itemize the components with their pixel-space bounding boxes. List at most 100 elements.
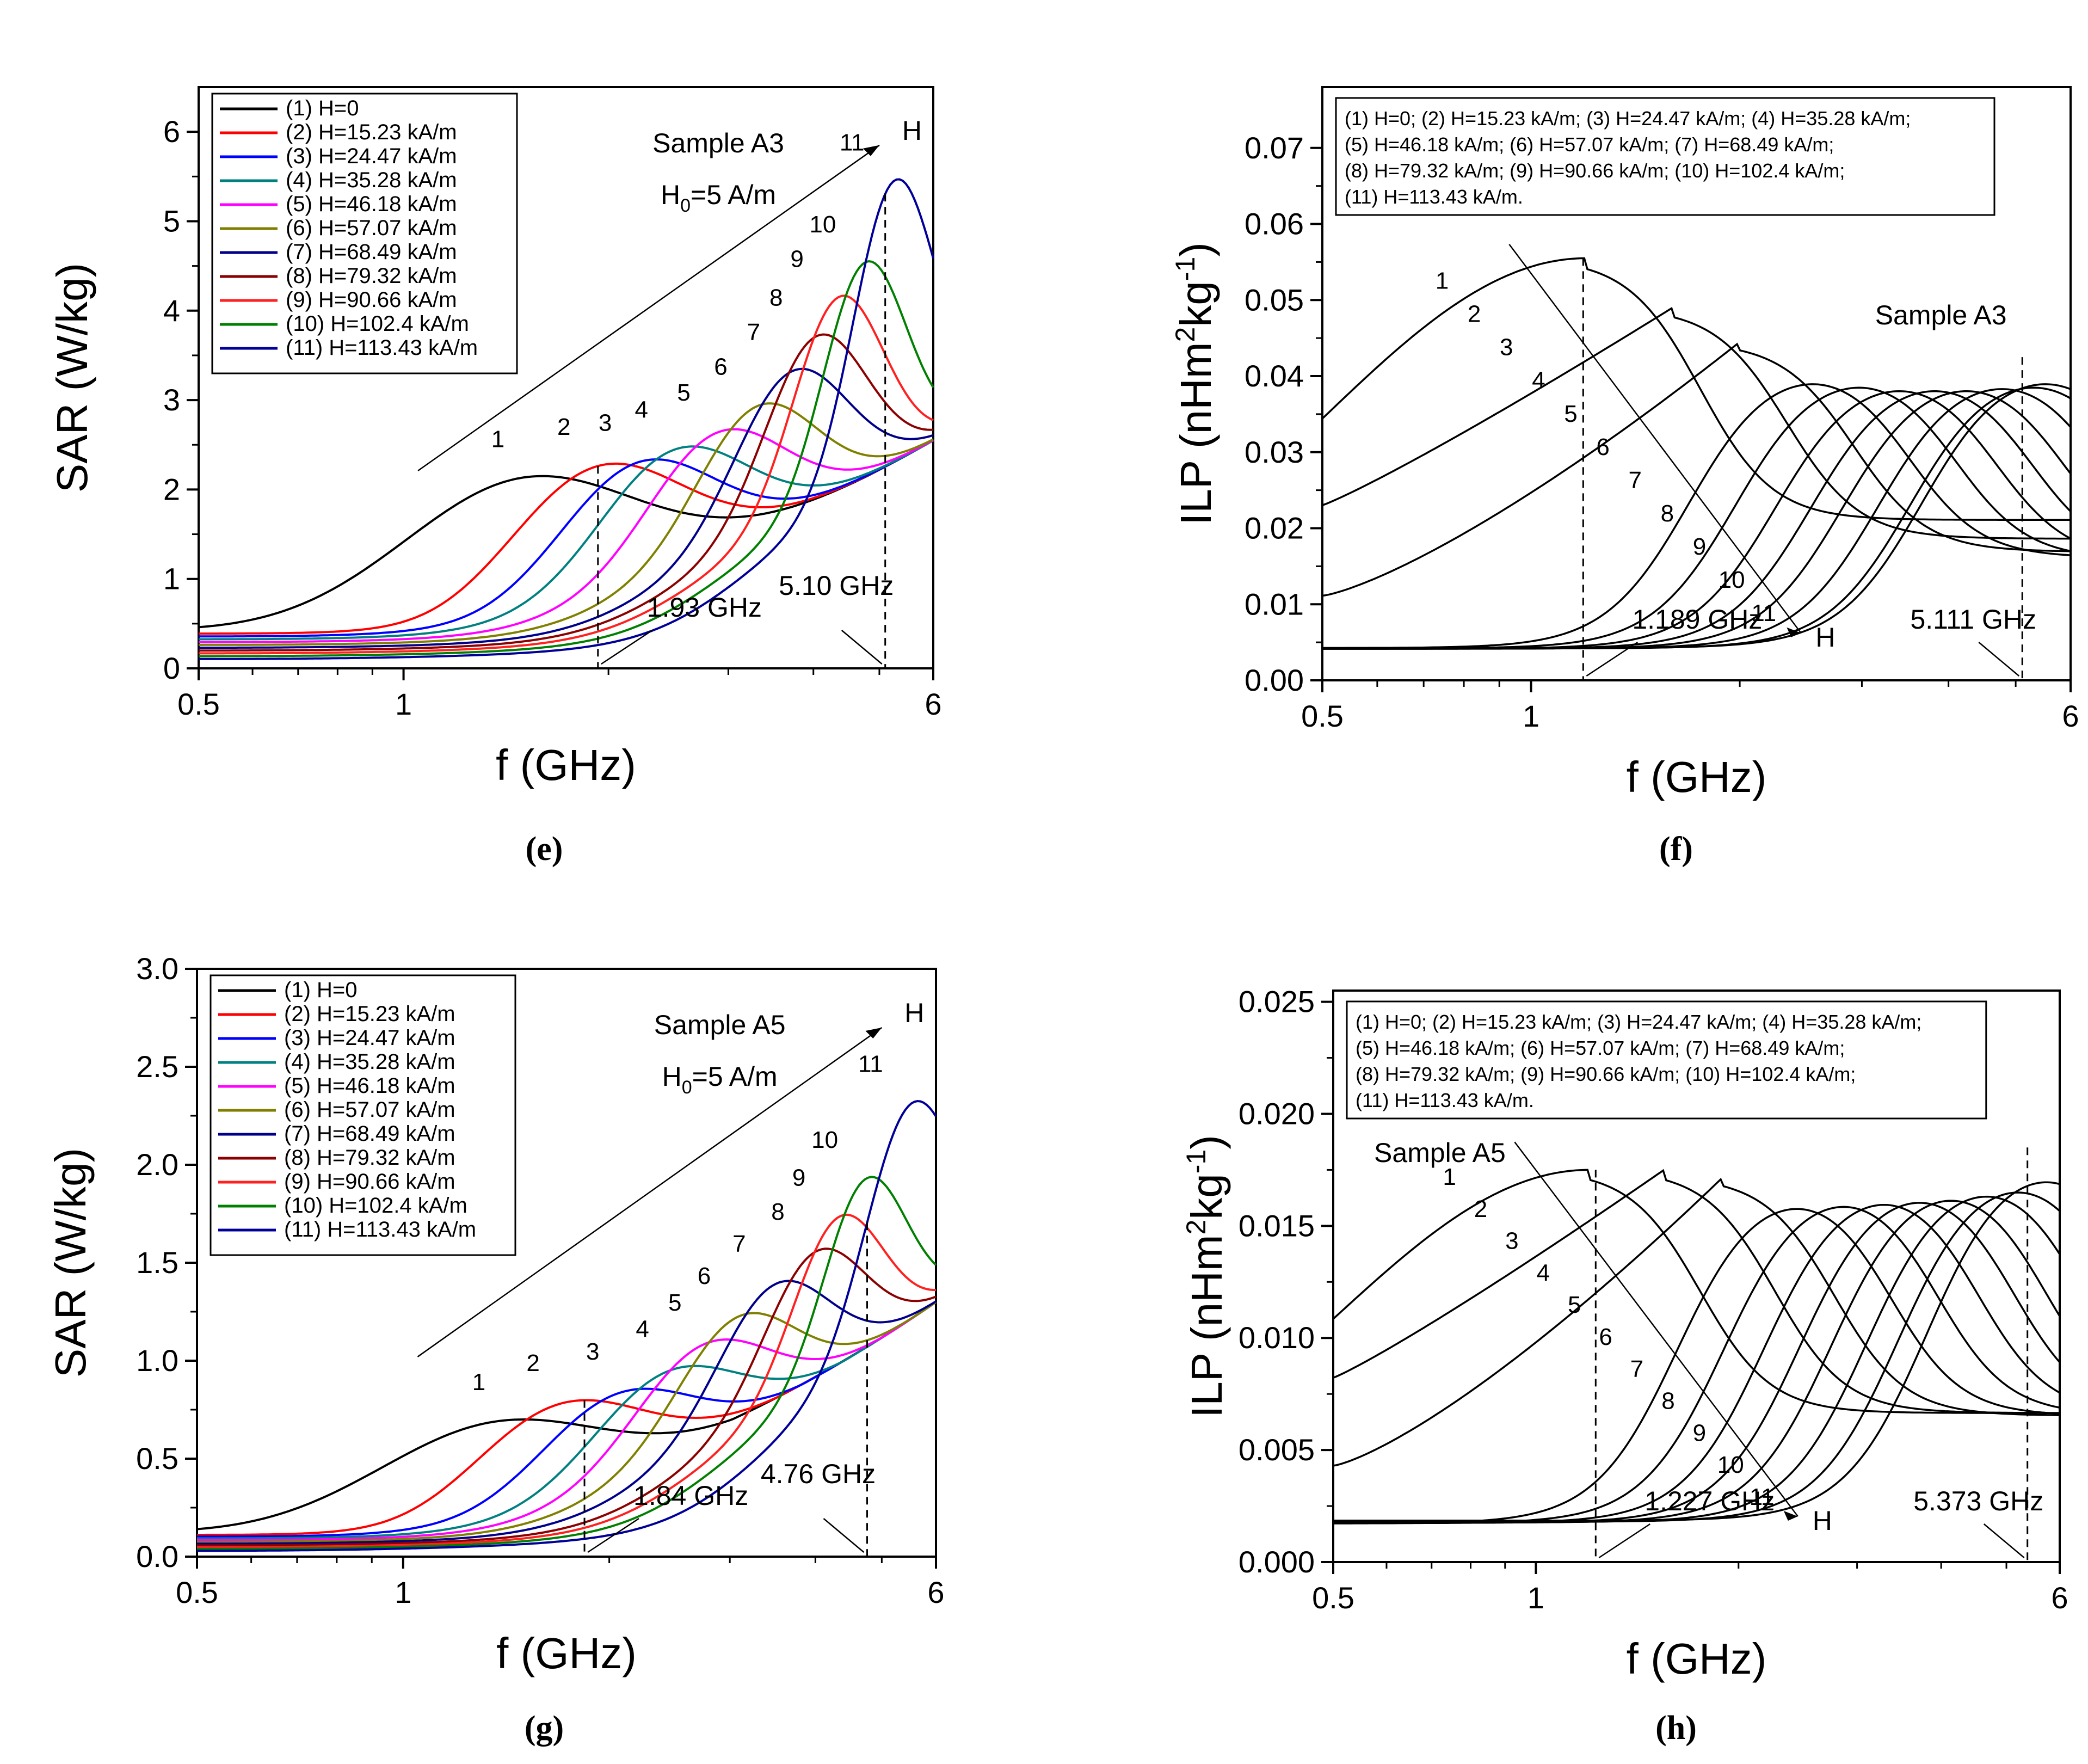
frequency-marker-label: 4.76 GHz bbox=[761, 1459, 876, 1489]
series-line-11 bbox=[1333, 1181, 2060, 1522]
curve-label-6: 6 bbox=[1599, 1324, 1612, 1350]
curve-label-9: 9 bbox=[1693, 533, 1706, 560]
curve-label-1: 1 bbox=[491, 426, 504, 452]
y-axis-title-part: ILP (nHm bbox=[1172, 342, 1220, 525]
y-axis-title: SAR (W/kg) bbox=[48, 263, 96, 493]
y-axis-title-part: -1 bbox=[1181, 1150, 1211, 1173]
legend-entry-2: (2) H=15.23 kA/m bbox=[286, 120, 457, 144]
curve-label-4: 4 bbox=[1532, 367, 1545, 394]
y-tick-label: 0.01 bbox=[1245, 587, 1304, 621]
y-tick-label: 2 bbox=[163, 472, 180, 506]
sample-label: Sample A3 bbox=[1875, 300, 2007, 330]
curve-label-7: 7 bbox=[732, 1231, 746, 1257]
frequency-marker-label: 1.93 GHz bbox=[647, 592, 762, 623]
series-line-8 bbox=[197, 1247, 937, 1547]
curve-label-1: 1 bbox=[472, 1369, 485, 1396]
legend-entry-5: (5) H=46.18 kA/m bbox=[284, 1074, 455, 1098]
y-tick-label: 3 bbox=[163, 383, 180, 417]
legend-entry-11: (11) H=113.43 kA/m bbox=[286, 336, 478, 360]
curve-label-4: 4 bbox=[636, 1316, 649, 1342]
sample-label: Sample A5 bbox=[1374, 1138, 1506, 1168]
plot-frame bbox=[1332, 989, 2061, 1563]
x-tick-label: 0.5 bbox=[177, 687, 220, 721]
curve-label-4: 4 bbox=[635, 397, 648, 423]
frequency-marker-arrow bbox=[601, 629, 653, 665]
legend-entry-11: (11) H=113.43 kA/m bbox=[284, 1218, 476, 1241]
y-axis-title-part: ) bbox=[1172, 242, 1220, 257]
x-tick-label: 6 bbox=[925, 687, 941, 721]
legend-box bbox=[211, 93, 518, 374]
y-tick-label: 6 bbox=[163, 114, 180, 149]
series-line-4 bbox=[199, 439, 934, 641]
field-arrow-label: H bbox=[1813, 1505, 1832, 1536]
curve-label-6: 6 bbox=[1596, 434, 1609, 460]
chart-panel-g: 0.00.51.01.52.02.53.00.5 1 6f (GHz)SAR (W/… bbox=[46, 951, 945, 1747]
legend-entry-8: (8) H=79.32 kA/m bbox=[284, 1146, 455, 1170]
field-h: H bbox=[661, 180, 680, 210]
curve-label-11: 11 bbox=[1751, 600, 1776, 626]
series-line-4 bbox=[197, 1301, 937, 1540]
plot-frame bbox=[1321, 86, 2072, 681]
x-tick-label: 1 bbox=[395, 687, 412, 721]
series-line-5 bbox=[1333, 1206, 2060, 1525]
y-tick-label: 1 bbox=[163, 562, 180, 596]
curves bbox=[196, 1099, 937, 1552]
field-arrow-head bbox=[1787, 627, 1801, 637]
legend-entry-3: (3) H=24.47 kA/m bbox=[286, 144, 457, 168]
y-tick-label: 2.5 bbox=[136, 1049, 178, 1084]
curve-label-3: 3 bbox=[599, 409, 612, 436]
series-line-9 bbox=[199, 294, 934, 655]
y-tick-label: 2.0 bbox=[136, 1147, 178, 1182]
y-tick-label: 4 bbox=[163, 293, 180, 328]
legend-box bbox=[1335, 97, 1995, 216]
legend-box bbox=[210, 974, 516, 1256]
x-axis-title: f (GHz) bbox=[1627, 753, 1767, 801]
frequency-marker-arrow bbox=[1598, 1523, 1650, 1559]
field-amplitude-label: H0=5 A/m bbox=[662, 1061, 778, 1098]
x-axis-title: f (GHz) bbox=[1627, 1634, 1767, 1683]
series-line-9 bbox=[197, 1213, 936, 1548]
x-tick-label: 6 bbox=[927, 1575, 944, 1609]
series-line-9 bbox=[1333, 1195, 2061, 1523]
curve-label-8: 8 bbox=[1661, 1388, 1674, 1415]
curve-label-9: 9 bbox=[792, 1164, 805, 1191]
y-tick-label: 0.000 bbox=[1239, 1545, 1315, 1579]
series-line-3 bbox=[1322, 342, 2071, 597]
curve-label-3: 3 bbox=[586, 1338, 599, 1365]
series-line-8 bbox=[1333, 1200, 2061, 1524]
y-tick-label: 0.07 bbox=[1245, 131, 1304, 165]
legend-entry-7: (7) H=68.49 kA/m bbox=[286, 240, 457, 264]
y-axis-title-part: kg bbox=[1182, 1173, 1231, 1220]
curves bbox=[1321, 257, 2072, 650]
y-tick-label: 0.015 bbox=[1239, 1208, 1315, 1243]
field-arrow-line bbox=[417, 144, 880, 471]
y-tick-label: 0.0 bbox=[136, 1539, 178, 1574]
legend-entry-3: (3) H=24.47 kA/m bbox=[284, 1026, 455, 1050]
y-tick-label: 0.06 bbox=[1245, 207, 1304, 241]
y-tick-label: 3.0 bbox=[136, 951, 178, 986]
curve-label-11: 11 bbox=[858, 1051, 883, 1078]
y-axis-title: SAR (W/kg) bbox=[46, 1148, 95, 1378]
frequency-marker-arrow bbox=[841, 630, 883, 665]
field-arrow-label: H bbox=[1815, 622, 1835, 653]
legend-line-3: (8) H=79.32 kA/m; (9) H=90.66 kA/m; (10)… bbox=[1345, 159, 1845, 182]
series-line-10 bbox=[197, 1176, 937, 1550]
legend-entry-4: (4) H=35.28 kA/m bbox=[286, 168, 457, 192]
y-axis-title-part: ILP (nHm bbox=[1182, 1235, 1231, 1418]
curve-label-5: 5 bbox=[668, 1289, 681, 1316]
panel-label: (e) bbox=[526, 831, 563, 868]
series-line-2 bbox=[199, 439, 934, 635]
series-line-10 bbox=[199, 260, 934, 657]
curve-label-8: 8 bbox=[1661, 500, 1674, 527]
y-tick-label: 0.025 bbox=[1239, 985, 1315, 1019]
curve-label-7: 7 bbox=[1629, 467, 1642, 494]
field-sub: 0 bbox=[680, 195, 691, 216]
series-line-5 bbox=[199, 428, 934, 643]
series-line-11 bbox=[1322, 383, 2071, 649]
legend-entry-4: (4) H=35.28 kA/m bbox=[284, 1050, 455, 1074]
legend-entry-1: (1) H=0 bbox=[284, 978, 358, 1002]
frequency-marker-arrow bbox=[1978, 642, 2020, 677]
field-arrow-line bbox=[417, 1027, 883, 1357]
sample-label: Sample A5 bbox=[654, 1010, 786, 1040]
